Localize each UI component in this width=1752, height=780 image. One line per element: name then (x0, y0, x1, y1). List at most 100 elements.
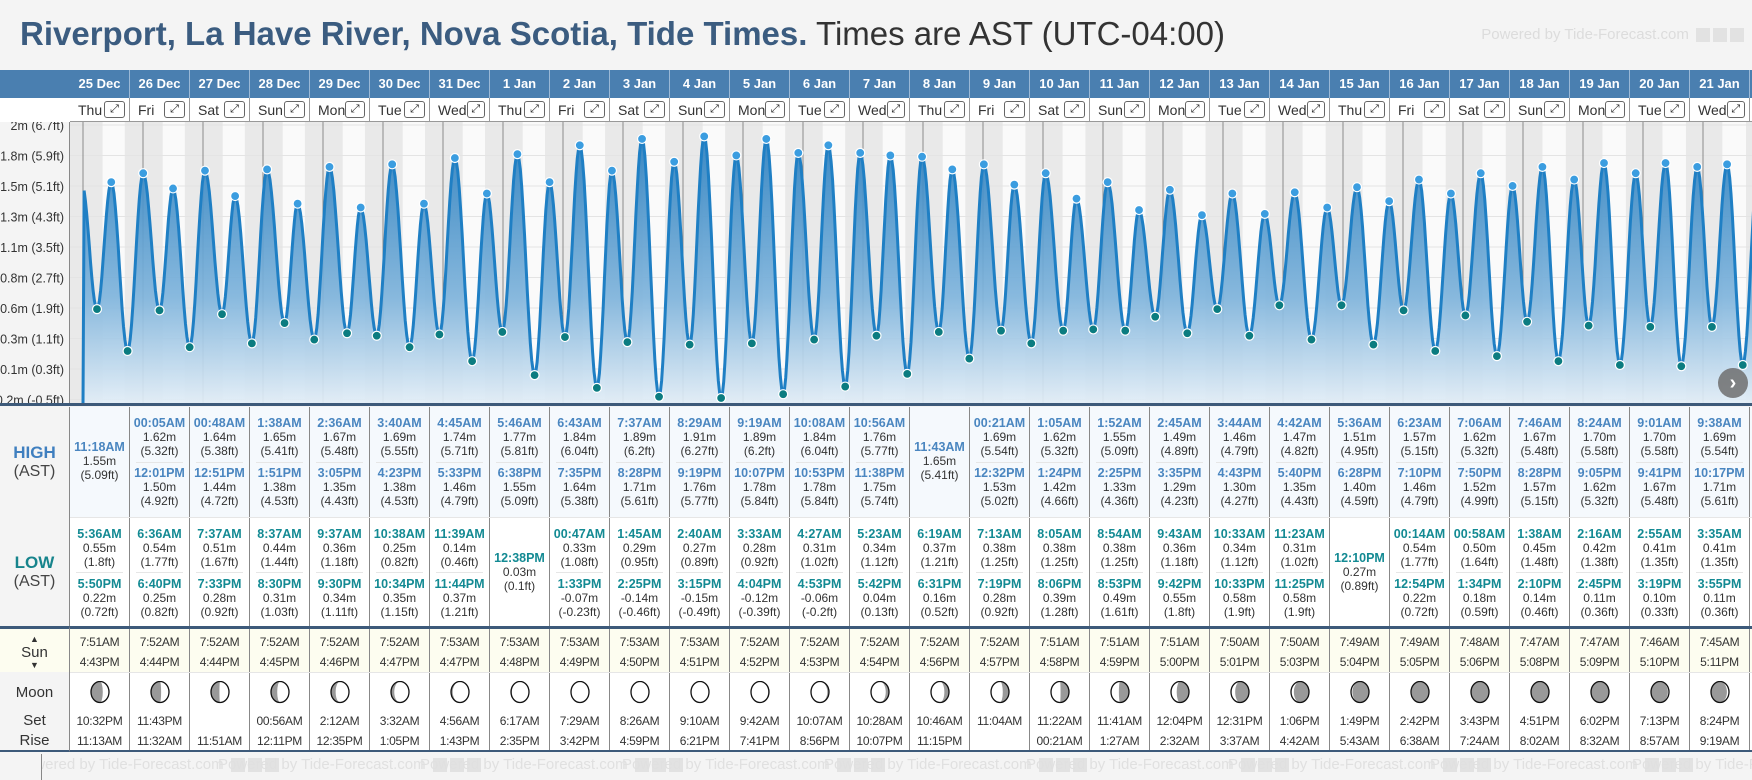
high-tide-marker[interactable] (574, 140, 585, 151)
low-tide-marker[interactable] (1614, 359, 1625, 371)
low-tide-marker[interactable] (1026, 338, 1037, 349)
high-tide-marker[interactable] (1598, 157, 1610, 169)
high-tide-marker[interactable] (1133, 204, 1145, 216)
high-tide-marker[interactable] (947, 164, 958, 175)
high-tide-marker[interactable] (449, 152, 460, 164)
low-tide-marker[interactable] (246, 338, 257, 349)
high-tide-marker[interactable] (1569, 174, 1580, 185)
expand-day-icon[interactable]: ⤢ (466, 101, 485, 118)
high-tide-marker[interactable] (1537, 161, 1548, 172)
high-tide-marker[interactable] (1102, 176, 1113, 188)
low-tide-marker[interactable] (1460, 310, 1471, 321)
low-tide-marker[interactable] (1182, 328, 1193, 339)
low-tide-marker[interactable] (809, 334, 820, 345)
high-tide-marker[interactable] (1475, 168, 1486, 179)
low-tide-marker[interactable] (622, 337, 633, 348)
expand-day-icon[interactable]: ⤢ (1124, 101, 1145, 118)
low-tide-marker[interactable] (1398, 305, 1409, 316)
expand-day-icon[interactable]: ⤢ (1244, 101, 1265, 118)
low-tide-marker[interactable] (216, 309, 228, 320)
expand-day-icon[interactable]: ⤢ (1364, 101, 1385, 118)
high-tide-marker[interactable] (1384, 196, 1395, 207)
high-tide-marker[interactable] (761, 133, 772, 145)
high-tide-marker[interactable] (199, 165, 211, 176)
low-tide-marker[interactable] (840, 381, 851, 392)
high-tide-marker[interactable] (1071, 193, 1082, 204)
high-tide-marker[interactable] (1009, 179, 1020, 190)
high-tide-marker[interactable] (606, 165, 618, 176)
low-tide-marker[interactable] (684, 339, 695, 350)
high-tide-marker[interactable] (355, 202, 366, 213)
low-tide-marker[interactable] (933, 326, 944, 338)
low-tide-marker[interactable] (591, 382, 602, 393)
low-tide-marker[interactable] (1150, 311, 1161, 322)
low-tide-marker[interactable] (1120, 325, 1131, 336)
low-tide-marker[interactable] (1274, 300, 1285, 311)
high-tide-marker[interactable] (823, 140, 834, 151)
expand-day-icon[interactable]: ⤢ (164, 101, 185, 118)
low-tide-marker[interactable] (964, 353, 975, 364)
low-tide-marker[interactable] (91, 304, 103, 315)
high-tide-marker[interactable] (292, 198, 303, 209)
high-tide-marker[interactable] (1259, 208, 1270, 219)
expand-day-icon[interactable]: ⤢ (1544, 101, 1565, 118)
high-tide-marker[interactable] (669, 156, 680, 167)
low-tide-marker[interactable] (1368, 339, 1379, 350)
expand-day-icon[interactable]: ⤢ (1004, 101, 1025, 118)
high-tide-marker[interactable] (636, 133, 648, 145)
low-tide-marker[interactable] (467, 356, 478, 367)
low-tide-marker[interactable] (497, 326, 508, 338)
low-tide-marker[interactable] (404, 342, 415, 353)
low-tide-marker[interactable] (1521, 316, 1533, 327)
low-tide-marker[interactable] (871, 330, 882, 341)
expand-day-icon[interactable]: ⤢ (1424, 101, 1445, 118)
expand-day-icon[interactable]: ⤢ (886, 101, 905, 118)
next-days-button[interactable]: › (1718, 368, 1748, 398)
low-tide-marker[interactable] (1491, 350, 1503, 362)
low-tide-marker[interactable] (902, 368, 913, 379)
high-tide-marker[interactable] (1164, 184, 1175, 195)
expand-day-icon[interactable]: ⤢ (584, 101, 605, 118)
high-tide-marker[interactable] (1227, 188, 1238, 199)
high-tide-marker[interactable] (1630, 168, 1641, 179)
expand-day-icon[interactable]: ⤢ (824, 101, 845, 118)
expand-day-icon[interactable]: ⤢ (1306, 101, 1325, 118)
expand-day-icon[interactable]: ⤢ (644, 101, 665, 118)
expand-day-icon[interactable]: ⤢ (104, 101, 125, 118)
expand-day-icon[interactable]: ⤢ (404, 101, 425, 118)
low-tide-marker[interactable] (1706, 321, 1718, 332)
high-tide-marker[interactable] (324, 161, 335, 172)
low-tide-marker[interactable] (1058, 325, 1069, 336)
expand-day-icon[interactable]: ⤢ (1726, 101, 1745, 118)
low-tide-marker[interactable] (1676, 361, 1687, 372)
low-tide-marker[interactable] (746, 338, 757, 349)
high-tide-marker[interactable] (387, 159, 398, 170)
high-tide-marker[interactable] (1445, 188, 1457, 199)
high-tide-marker[interactable] (1721, 159, 1733, 170)
low-tide-marker[interactable] (341, 328, 353, 339)
low-tide-marker[interactable] (184, 342, 195, 353)
expand-day-icon[interactable]: ⤢ (1484, 101, 1505, 118)
expand-day-icon[interactable]: ⤢ (345, 101, 365, 118)
expand-day-icon[interactable]: ⤢ (1064, 101, 1085, 118)
high-tide-marker[interactable] (793, 147, 804, 158)
high-tide-marker[interactable] (481, 188, 492, 199)
high-tide-marker[interactable] (261, 164, 273, 175)
high-tide-marker[interactable] (1692, 161, 1703, 172)
low-tide-marker[interactable] (309, 334, 320, 345)
low-tide-marker[interactable] (1088, 324, 1099, 335)
high-tide-marker[interactable] (916, 151, 928, 162)
low-tide-marker[interactable] (154, 305, 165, 316)
low-tide-marker[interactable] (1306, 334, 1317, 345)
high-tide-marker[interactable] (1660, 157, 1671, 169)
expand-day-icon[interactable]: ⤢ (704, 101, 725, 118)
low-tide-marker[interactable] (122, 345, 133, 357)
low-tide-marker[interactable] (995, 325, 1007, 336)
low-tide-marker[interactable] (434, 329, 445, 340)
high-tide-marker[interactable] (512, 149, 523, 160)
expand-day-icon[interactable]: ⤢ (765, 101, 785, 118)
high-tide-marker[interactable] (855, 147, 866, 158)
expand-day-icon[interactable]: ⤢ (1605, 101, 1625, 118)
high-tide-marker[interactable] (1322, 202, 1333, 213)
high-tide-marker[interactable] (731, 150, 742, 161)
